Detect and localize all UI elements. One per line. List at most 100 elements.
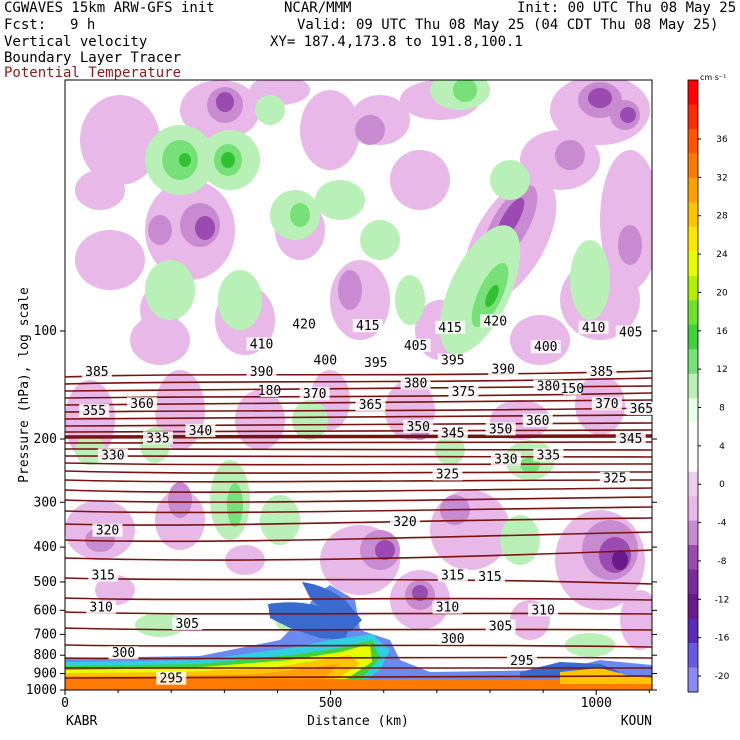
theta-label: 385 bbox=[85, 365, 108, 380]
forecast-value: 9 h bbox=[70, 17, 96, 33]
theta-label-bg bbox=[474, 570, 505, 584]
y-tick-label: 400 bbox=[34, 540, 57, 555]
theta-label: 395 bbox=[441, 354, 464, 369]
theta-label: 345 bbox=[441, 426, 464, 441]
theta-label-bg bbox=[437, 426, 468, 440]
theta-label: 295 bbox=[160, 672, 183, 687]
x-axis-label: Distance (km) bbox=[307, 714, 409, 729]
theta-label-bg bbox=[586, 364, 617, 378]
theta-label-bg bbox=[97, 448, 128, 462]
theta-label-bg bbox=[142, 431, 173, 445]
theta-label-bg bbox=[522, 413, 553, 427]
colorbar-swatch bbox=[688, 104, 698, 130]
theta-label-bg bbox=[260, 384, 279, 398]
theta-label: 180 bbox=[258, 384, 281, 399]
theta-label-bg bbox=[563, 381, 582, 395]
theta-label-bg bbox=[352, 319, 383, 333]
colorbar-tick-label: 36 bbox=[716, 135, 728, 145]
colorbar-swatch bbox=[688, 202, 698, 228]
forecast-label: Fcst: bbox=[4, 17, 47, 33]
colorbar-tick-label: -20 bbox=[715, 672, 730, 682]
theta-label: 365 bbox=[359, 398, 382, 413]
vertical-velocity-field bbox=[65, 80, 652, 657]
theta-label: 400 bbox=[314, 354, 337, 369]
theta-label: 405 bbox=[619, 326, 642, 341]
theta-label: 350 bbox=[489, 422, 512, 437]
colorbar-swatch bbox=[688, 545, 698, 571]
colorbar-swatch bbox=[688, 251, 698, 277]
theta-label-bg bbox=[599, 471, 630, 485]
theta-label: 320 bbox=[96, 524, 119, 539]
theta-label-bg bbox=[432, 467, 463, 481]
theta-label: 335 bbox=[146, 431, 169, 446]
x-tick-label: 500 bbox=[319, 696, 342, 711]
colorbar-swatch bbox=[688, 349, 698, 375]
colorbar-swatch bbox=[688, 226, 698, 252]
y-tick-label: 800 bbox=[34, 648, 57, 663]
colorbar-swatch bbox=[688, 520, 698, 546]
theta-label: 305 bbox=[489, 619, 512, 634]
theta-label-bg bbox=[299, 387, 330, 401]
colorbar-swatch bbox=[688, 275, 698, 301]
theta-label-bg bbox=[310, 353, 341, 367]
theta-label-bg bbox=[246, 364, 277, 378]
theta-label-bg bbox=[289, 317, 320, 331]
theta-label-bg bbox=[389, 514, 420, 528]
colorbar-swatch bbox=[688, 594, 698, 620]
theta-label: 395 bbox=[364, 356, 387, 371]
x-axis: 0 500 1000 bbox=[61, 690, 650, 711]
theta-label-bg bbox=[490, 452, 521, 466]
y-tick-label: 500 bbox=[34, 575, 57, 590]
plot-frame bbox=[64, 79, 653, 691]
theta-label-bg bbox=[528, 603, 559, 617]
theta-label: 325 bbox=[603, 472, 626, 487]
theta-label: 370 bbox=[595, 397, 618, 412]
theta-label-bg bbox=[530, 340, 561, 354]
theta-label-bg bbox=[533, 379, 564, 393]
theta-label-bg bbox=[127, 397, 158, 411]
colorbar-swatch bbox=[688, 422, 698, 448]
y-tick-label: 300 bbox=[34, 495, 57, 510]
colorbar-tick-label: -12 bbox=[715, 595, 730, 605]
model-title: CGWAVES 15km ARW-GFS init bbox=[4, 0, 215, 16]
colorbar-tick-label: 24 bbox=[716, 250, 728, 260]
colorbar-tick-label: 16 bbox=[716, 327, 728, 337]
colorbar-swatch bbox=[688, 398, 698, 424]
theta-label-bg bbox=[480, 314, 511, 328]
theta-label: 410 bbox=[250, 337, 273, 352]
theta-label-bg bbox=[355, 398, 386, 412]
theta-label: 330 bbox=[101, 448, 124, 463]
end-station-label: KOUN bbox=[621, 714, 652, 729]
theta-label-bg bbox=[437, 568, 468, 582]
colorbar-frame bbox=[687, 79, 699, 693]
theta-label: 295 bbox=[510, 654, 533, 669]
theta-label-bg bbox=[360, 356, 391, 370]
colorbar-swatch bbox=[688, 447, 698, 473]
colorbar-tick-label: -16 bbox=[715, 634, 730, 644]
theta-label: 335 bbox=[537, 448, 560, 463]
theta-label-bg bbox=[81, 364, 112, 378]
colorbar-tick-label: 12 bbox=[716, 365, 727, 375]
theta-label: 380 bbox=[404, 376, 427, 391]
x-tick-label: 0 bbox=[61, 696, 69, 711]
colorbar-tick-label: -8 bbox=[718, 557, 727, 567]
theta-label-bg bbox=[533, 448, 564, 462]
theta-label-bg bbox=[156, 671, 187, 685]
theta-label: 400 bbox=[534, 340, 557, 355]
colorbar-swatch bbox=[688, 618, 698, 644]
theta-label-bg bbox=[108, 646, 139, 660]
theta-label: 340 bbox=[189, 424, 212, 439]
y-tick-label: 900 bbox=[34, 667, 57, 682]
colorbar-swatch bbox=[688, 569, 698, 595]
theta-label-bg bbox=[92, 523, 123, 537]
theta-label: 370 bbox=[303, 387, 326, 402]
theta-label: 150 bbox=[561, 382, 584, 397]
colorbar-tick-label: 20 bbox=[716, 288, 728, 298]
theta-label-bg bbox=[79, 403, 110, 417]
theta-label: 310 bbox=[89, 601, 112, 616]
theta-label: 310 bbox=[531, 603, 554, 618]
theta-label: 345 bbox=[619, 432, 642, 447]
theta-label: 315 bbox=[478, 570, 501, 585]
theta-label: 300 bbox=[441, 632, 464, 647]
